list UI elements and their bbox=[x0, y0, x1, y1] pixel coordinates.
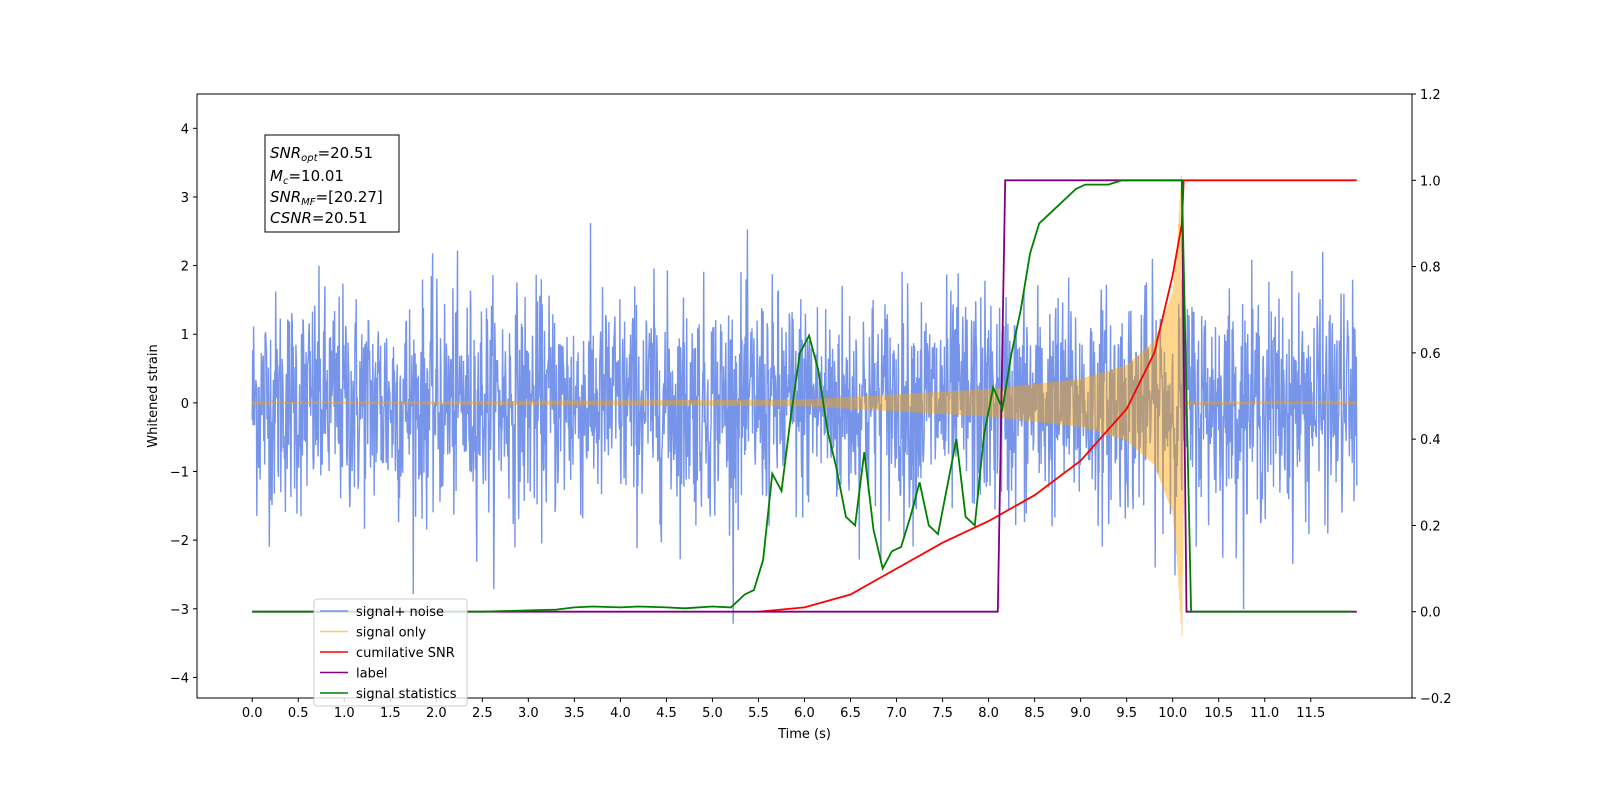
y2-tick-label: 0.6 bbox=[1420, 347, 1441, 362]
legend-label: signal+ noise bbox=[356, 605, 444, 620]
x-tick-label: 3.5 bbox=[564, 706, 585, 721]
y-tick-label: 3 bbox=[181, 191, 189, 206]
annotation-box: SNRopt=20.51 Mc=10.01 SNRMF=[20.27] CSNR… bbox=[264, 134, 400, 233]
axes-layer: 0.0 0.5 1.0 1.5 2.0 2.5 3.0 3.5 4.0 4.5 5.0 5.5 6.0 6… bbox=[170, 88, 1452, 721]
x-tick-label: 3.0 bbox=[518, 706, 539, 721]
annotation-csnr: CSNR=20.51 bbox=[270, 209, 367, 227]
y-axis-label: Whitened strain bbox=[146, 344, 161, 447]
annotation-snr-mf: SNRMF=[20.27] bbox=[270, 188, 383, 208]
y-tick-label: −1 bbox=[170, 466, 189, 481]
x-tick-label: 8.5 bbox=[1024, 706, 1045, 721]
y2-tick-label: 0.8 bbox=[1420, 261, 1441, 276]
y2-tick-label: 0.2 bbox=[1420, 519, 1441, 534]
legend-label: label bbox=[356, 667, 387, 682]
x-tick-label: 1.0 bbox=[334, 706, 355, 721]
x-tick-label: 6.0 bbox=[794, 706, 815, 721]
x-tick-label: 0.5 bbox=[288, 706, 309, 721]
y-tick-label: 4 bbox=[181, 122, 189, 137]
x-axis-label: Time (s) bbox=[777, 727, 831, 742]
y2-tick-label: 1.0 bbox=[1420, 174, 1441, 189]
x-tick-label: 2.0 bbox=[426, 706, 447, 721]
x-tick-label: 10.5 bbox=[1204, 706, 1233, 721]
annotation-mc: Mc=10.01 bbox=[270, 167, 344, 187]
legend-label: signal statistics bbox=[356, 687, 457, 702]
x-tick-label: 8.0 bbox=[978, 706, 999, 721]
y-tick-label: 2 bbox=[181, 260, 189, 275]
x-tick-label: 7.5 bbox=[932, 706, 953, 721]
x-tick-label: 4.5 bbox=[656, 706, 677, 721]
annotation-snr-opt: SNRopt=20.51 bbox=[270, 144, 373, 164]
y2-tick-label: 0.4 bbox=[1420, 433, 1441, 448]
y-tick-label: −3 bbox=[170, 603, 189, 618]
x-tick-label: 6.5 bbox=[840, 706, 861, 721]
legend-label: cumilative SNR bbox=[356, 646, 455, 661]
x-tick-label: 2.5 bbox=[472, 706, 493, 721]
y-tick-label: 0 bbox=[181, 397, 189, 412]
legend-box bbox=[313, 598, 468, 707]
x-tick-label: 1.5 bbox=[380, 706, 401, 721]
y2-tick-label: −0.2 bbox=[1420, 692, 1452, 707]
series-signal-only bbox=[251, 175, 1358, 637]
y2-tick-label: 0.0 bbox=[1420, 606, 1441, 621]
legend-label: signal only bbox=[356, 626, 426, 641]
x-tick-label: 5.0 bbox=[702, 706, 723, 721]
x-tick-label: 10.0 bbox=[1158, 706, 1187, 721]
series-signal-noise bbox=[251, 222, 1358, 624]
series-signal-statistics bbox=[252, 179, 1353, 613]
x-tick-label: 5.5 bbox=[748, 706, 769, 721]
series-cumulative-snr bbox=[758, 179, 1357, 613]
x-tick-label: 9.0 bbox=[1070, 706, 1091, 721]
x-tick-label: 7.0 bbox=[886, 706, 907, 721]
y2-tick-label: 1.2 bbox=[1420, 88, 1441, 103]
x-tick-label: 11.0 bbox=[1250, 706, 1279, 721]
x-tick-label: 11.5 bbox=[1296, 706, 1325, 721]
x-tick-label: 0.0 bbox=[242, 706, 263, 721]
x-tick-label: 4.0 bbox=[610, 706, 631, 721]
y-tick-label: −2 bbox=[170, 534, 189, 549]
y-tick-label: 1 bbox=[181, 328, 189, 343]
series-layer bbox=[251, 175, 1358, 637]
y-tick-label: −4 bbox=[170, 671, 189, 686]
x-tick-label: 9.5 bbox=[1116, 706, 1137, 721]
legend: signal+ noise signal only cumilative SNR la… bbox=[313, 598, 468, 707]
